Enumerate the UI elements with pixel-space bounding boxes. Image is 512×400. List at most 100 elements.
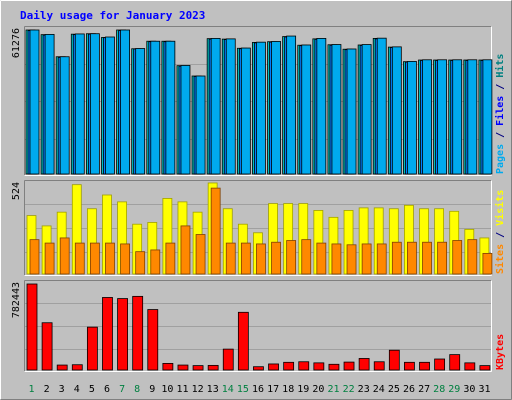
bar-sites (331, 243, 342, 275)
bar-sites (391, 241, 402, 275)
bar-pages (482, 59, 493, 175)
legend-entry: Visits (494, 190, 506, 226)
bar-pages (225, 38, 236, 175)
bar-sites (407, 241, 417, 275)
bar-kbytes (117, 298, 128, 371)
bar-kbytes (343, 361, 355, 371)
x-tick-label: 12 (192, 384, 204, 395)
bar-kbytes (419, 361, 430, 371)
visits-panel: 524 Sites / Visits (11, 180, 506, 276)
bar-pages (165, 40, 176, 175)
x-tick-label: 31 (478, 384, 490, 395)
bar-kbytes (253, 366, 264, 371)
bar-sites (150, 249, 161, 275)
bar-kbytes (404, 361, 415, 371)
bar-pages (422, 59, 432, 175)
bar-pages (256, 41, 266, 175)
x-tick-label: 22 (343, 384, 355, 395)
chart-title: Daily usage for January 2023 (20, 9, 205, 22)
bar-kbytes (479, 365, 491, 371)
bar-kbytes (358, 358, 370, 371)
bar-kbytes (102, 297, 113, 371)
x-tick-label: 8 (134, 384, 140, 395)
x-tick-label: 25 (388, 384, 400, 395)
legend-entry: Hits (494, 54, 506, 78)
bar-kbytes (464, 362, 476, 371)
bar-kbytes (388, 349, 400, 371)
series-legend: Pages / Files / Hits (494, 54, 506, 174)
bar-sites (467, 239, 478, 275)
bar-sites (74, 242, 85, 275)
x-tick-label: 28 (433, 384, 445, 395)
bar-sites (316, 242, 327, 275)
bar-sites (271, 241, 281, 275)
bar-pages (391, 46, 402, 175)
bar-pages (105, 36, 115, 175)
bar-kbytes (86, 326, 98, 371)
bar-sites (225, 242, 236, 275)
bar-sites (135, 251, 146, 275)
y-max-label: 61276 (11, 28, 22, 58)
bar-sites (44, 242, 55, 275)
bar-pages (150, 40, 161, 175)
bar-kbytes (283, 361, 295, 371)
x-tick-label: 3 (59, 384, 65, 395)
x-tick-label: 23 (358, 384, 370, 395)
bar-kbytes (313, 362, 325, 371)
bar-kbytes (237, 311, 249, 371)
bar-sites (89, 242, 100, 275)
x-tick-label: 6 (104, 384, 110, 395)
hits-panel: 61276 Pages / Files / Hits (11, 26, 506, 176)
bar-pages (407, 61, 417, 175)
bar-sites (120, 243, 130, 275)
bar-sites (59, 237, 70, 275)
bar-pages (376, 37, 387, 175)
bar-pages (452, 59, 463, 175)
bar-pages (29, 29, 40, 175)
bar-sites (422, 241, 432, 275)
legend-entry: / (495, 126, 506, 144)
bar-pages (120, 29, 130, 175)
bar-kbytes (26, 283, 38, 371)
bar-sites (482, 252, 493, 275)
bar-kbytes (222, 348, 234, 371)
bar-pages (195, 75, 206, 175)
bar-pages (286, 35, 297, 175)
bar-sites (165, 242, 176, 275)
bar-kbytes (373, 361, 385, 371)
x-tick-label: 7 (119, 384, 125, 395)
x-tick-label: 21 (327, 384, 339, 395)
x-tick-label: 5 (89, 384, 95, 395)
bar-pages (331, 44, 342, 175)
bar-sites (195, 234, 206, 275)
x-tick-label: 11 (176, 384, 188, 395)
bar-pages (346, 48, 357, 175)
bar-kbytes (298, 361, 310, 371)
bar-kbytes (132, 295, 144, 371)
x-tick-label: 30 (463, 384, 475, 395)
bar-pages (361, 44, 372, 175)
y-max-label: 524 (11, 182, 22, 200)
kbytes-panel: 782443 KBytes (11, 280, 506, 372)
bar-kbytes (162, 363, 174, 371)
bar-kbytes (449, 354, 461, 371)
bar-sites (256, 243, 266, 275)
bar-kbytes (71, 364, 83, 371)
legend-entry: Files (494, 96, 506, 126)
bar-pages (316, 38, 327, 175)
bar-sites (361, 243, 372, 275)
x-tick-label: 9 (149, 384, 155, 395)
x-tick-label: 10 (161, 384, 173, 395)
legend-entry: / (495, 78, 506, 96)
bar-sites (29, 239, 40, 275)
x-tick-label: 4 (74, 384, 80, 395)
x-tick-label: 14 (222, 384, 234, 395)
x-tick-label: 16 (252, 384, 264, 395)
x-tick-label: 13 (207, 384, 219, 395)
bar-sites (437, 241, 448, 275)
bar-kbytes (41, 322, 53, 371)
bar-kbytes (434, 358, 446, 371)
series-legend: KBytes (495, 334, 506, 370)
bar-sites (301, 239, 312, 275)
bar-kbytes (192, 365, 204, 371)
